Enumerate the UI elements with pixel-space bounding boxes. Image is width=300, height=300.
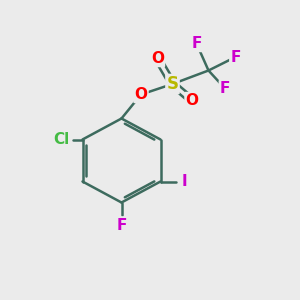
Text: F: F: [220, 81, 230, 96]
Text: S: S: [167, 75, 178, 93]
Text: I: I: [182, 174, 187, 189]
Text: O: O: [151, 51, 164, 66]
Text: F: F: [191, 36, 202, 51]
Text: O: O: [134, 87, 148, 102]
Text: F: F: [230, 50, 241, 64]
Text: Cl: Cl: [53, 132, 70, 147]
Text: O: O: [185, 93, 199, 108]
Text: F: F: [116, 218, 127, 232]
